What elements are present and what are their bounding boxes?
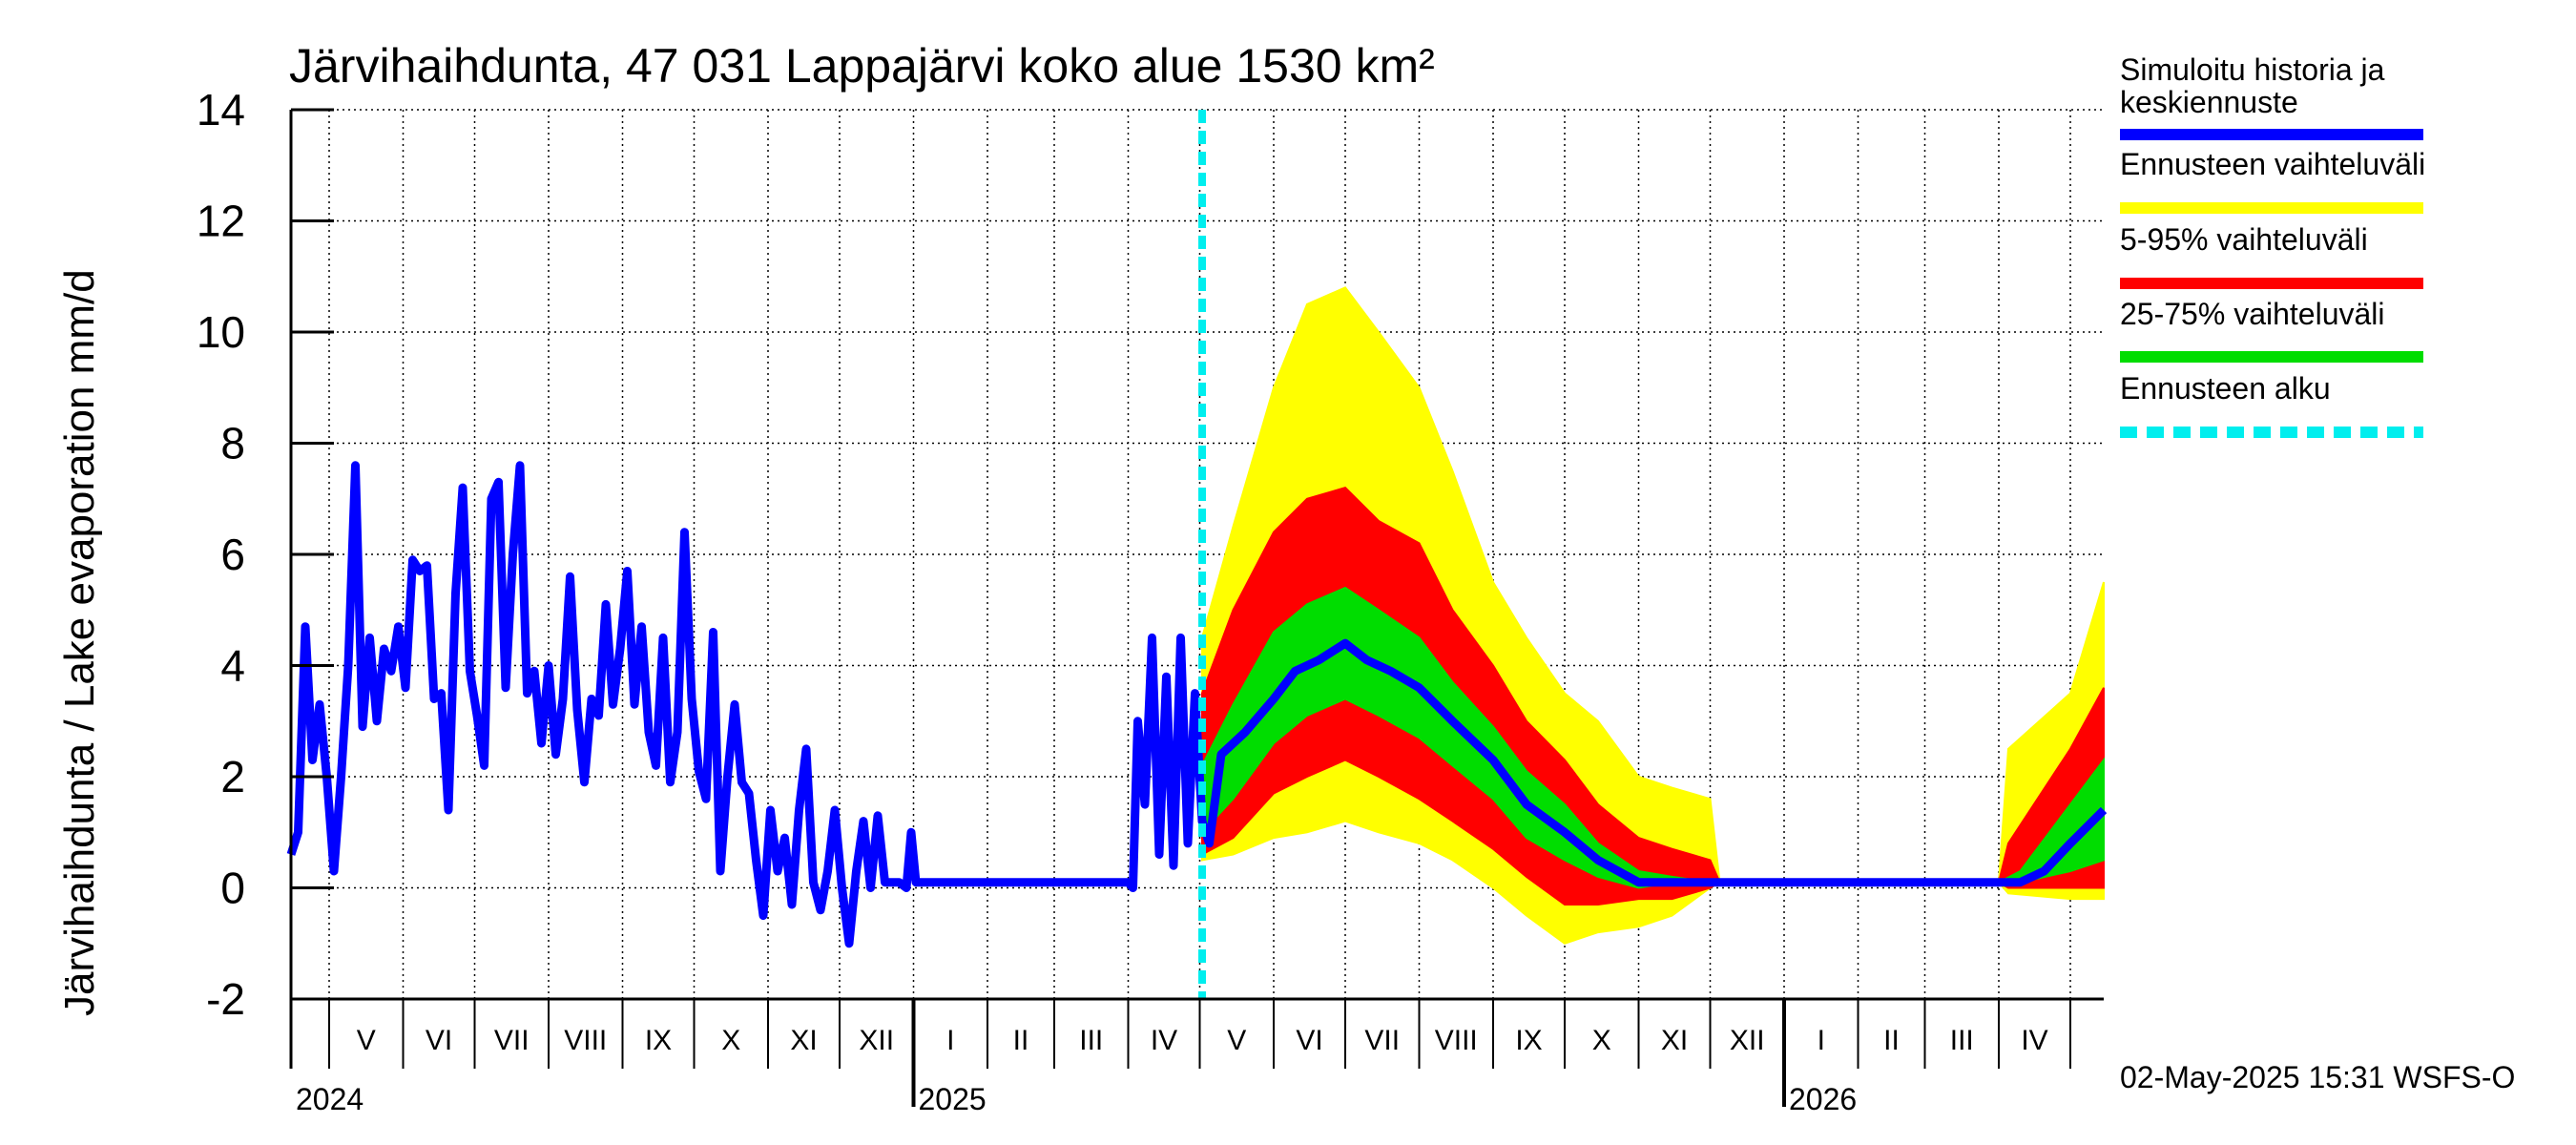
month-label: IX	[645, 1025, 672, 1056]
month-label: VII	[494, 1025, 530, 1056]
legend-label: Ennusteen vaihteluväli	[2120, 147, 2425, 181]
month-label: III	[1079, 1025, 1103, 1056]
y-tick-label: 8	[220, 419, 245, 468]
month-label: X	[721, 1025, 740, 1056]
month-label: IV	[2021, 1025, 2047, 1056]
month-label: VI	[1296, 1025, 1322, 1056]
y-axis-label: Järvihaihdunta / Lake evaporation mm/d	[56, 269, 103, 1016]
axes	[289, 108, 2104, 1107]
footer-timestamp: 02-May-2025 15:31 WSFS-O	[2120, 1060, 2515, 1094]
year-label: 2025	[919, 1082, 987, 1116]
y-tick-label: 10	[197, 307, 245, 357]
legend-entry: 25-75% vaihteluväli	[2120, 297, 2423, 363]
series-line-mean	[286, 461, 2108, 948]
chart-title: Järvihaihdunta, 47 031 Lappajärvi koko a…	[289, 39, 1435, 93]
month-label: VIII	[564, 1025, 607, 1056]
month-label: II	[1013, 1025, 1029, 1056]
y-tick-label: 6	[220, 530, 245, 579]
legend-label: keskiennuste	[2120, 85, 2298, 119]
month-label: V	[357, 1025, 376, 1056]
month-label: IV	[1151, 1025, 1177, 1056]
month-label: X	[1592, 1025, 1611, 1056]
x-ticks: V VI VII VIII IX X XI XII I II III IV V VI VII VIII IX X X…	[296, 1025, 2048, 1116]
month-label: XII	[1730, 1025, 1765, 1056]
month-label: III	[1950, 1025, 1974, 1056]
month-label: VIII	[1435, 1025, 1478, 1056]
band-25-75-vaihteluv-li	[1201, 586, 2105, 889]
year-label: 2024	[296, 1082, 364, 1116]
month-label: I	[1818, 1025, 1825, 1056]
month-label: II	[1883, 1025, 1900, 1056]
y-tick-label: 14	[197, 85, 245, 135]
series-lines	[286, 110, 2108, 999]
y-ticks: -2 0 2 4 6 8 10 12 14	[197, 85, 245, 1024]
legend-entry: Ennusteen alku	[2120, 371, 2423, 438]
month-label: VII	[1364, 1025, 1400, 1056]
month-label: V	[1227, 1025, 1246, 1056]
legend-entry: 5-95% vaihteluväli	[2120, 222, 2423, 289]
grid	[291, 109, 2104, 1000]
y-tick-label: -2	[206, 974, 245, 1024]
month-label: XII	[859, 1025, 894, 1056]
y-tick-label: 4	[220, 641, 245, 691]
y-tick-label: 0	[220, 864, 245, 913]
month-label: I	[946, 1025, 954, 1056]
legend-label: 5-95% vaihteluväli	[2120, 222, 2368, 257]
month-label: XI	[1661, 1025, 1688, 1056]
y-tick-label: 12	[197, 197, 245, 246]
year-label: 2026	[1789, 1082, 1857, 1116]
band-5-95-vaihteluv-li	[1201, 486, 2105, 906]
month-label: VI	[426, 1025, 452, 1056]
forecast-bands	[1201, 286, 2105, 945]
legend-label: 25-75% vaihteluväli	[2120, 297, 2385, 331]
y-tick-label: 2	[220, 752, 245, 802]
month-label: XI	[790, 1025, 817, 1056]
legend-label: Simuloitu historia ja	[2120, 52, 2385, 87]
legend-label: Ennusteen alku	[2120, 371, 2331, 406]
month-label: IX	[1515, 1025, 1542, 1056]
legend-entry: Ennusteen vaihteluväli	[2120, 147, 2425, 214]
